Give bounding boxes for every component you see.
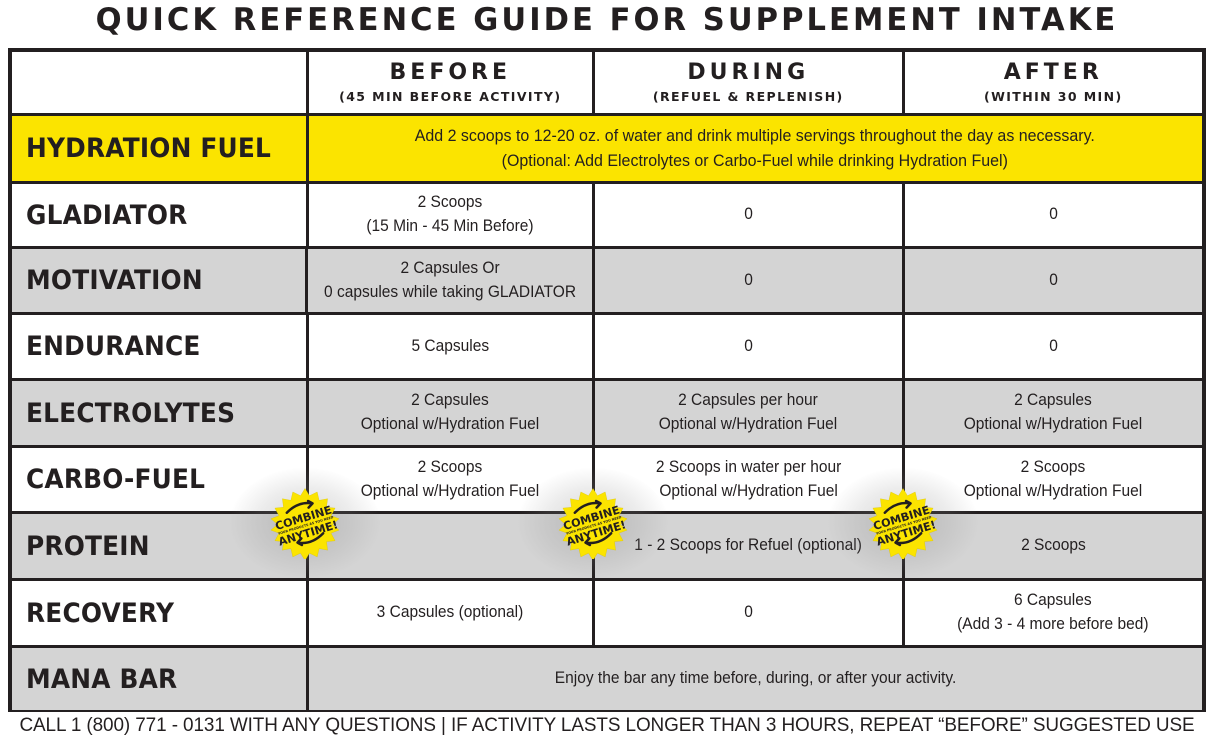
combine-anytime-badge[interactable]: COMBINE YOUR PRODUCTS AS YOU NEED ANYTIM… [867, 487, 939, 559]
header-before-label: BEFORE [389, 60, 512, 86]
header-during-sublabel: (REFUEL & REPLENISH) [652, 88, 844, 104]
cell-carbo-fuel-during: 2 Scoops in water per hour Optional w/Hy… [595, 448, 905, 511]
header-cell-before: BEFORE (45 MIN BEFORE ACTIVITY) [309, 52, 596, 113]
cell-gladiator-during: 0 [595, 184, 905, 246]
header-after-sublabel: (WITHIN 30 MIN) [983, 88, 1123, 104]
header-after-label: AFTER [1003, 60, 1103, 86]
cell-electrolytes-after: 2 Capsules Optional w/Hydration Fuel [964, 391, 1143, 433]
row-label-hydration-fuel: HYDRATION FUEL [12, 116, 309, 181]
cell-protein-during: 1 - 2 Scoops for Refuel (optional) [595, 514, 905, 578]
starburst-icon: COMBINE YOUR PRODUCTS AS YOU NEED ANYTIM… [558, 488, 628, 559]
table-row: ELECTROLYTES 2 Capsules Optional w/Hydra… [12, 381, 1202, 448]
row-note-hydration-fuel: Add 2 scoops to 12-20 oz. of water and d… [415, 125, 1096, 170]
row-label-electrolytes: ELECTROLYTES [12, 381, 309, 445]
combine-anytime-badge[interactable]: COMBINE YOUR PRODUCTS AS YOU NEED ANYTIM… [557, 487, 629, 559]
table-row: MOTIVATION 2 Capsules Or 0 capsules whil… [12, 249, 1202, 315]
row-note-mana-bar: Enjoy the bar any time before, during, o… [554, 669, 956, 688]
header-cell-during: DURING (REFUEL & REPLENISH) [595, 52, 905, 113]
row-label-gladiator: GLADIATOR [12, 184, 309, 246]
table-row: GLADIATOR 2 Scoops (15 Min - 45 Min Befo… [12, 184, 1202, 249]
combine-anytime-badge[interactable]: COMBINE YOUR PRODUCTS AS YOU NEED ANYTIM… [269, 487, 341, 559]
header-cell-blank [12, 52, 309, 113]
cell-endurance-after: 0 [1048, 336, 1058, 355]
row-label-motivation: MOTIVATION [12, 249, 309, 312]
cell-endurance-during: 0 [595, 315, 905, 378]
starburst-icon: COMBINE YOUR PRODUCTS AS YOU NEED ANYTIM… [868, 488, 938, 559]
footer-note: CALL 1 (800) 771 - 0131 WITH ANY QUESTIO… [19, 714, 1195, 736]
row-label-recovery: RECOVERY [12, 581, 309, 645]
cell-recovery-during: 0 [595, 581, 905, 645]
table-header-row: BEFORE (45 MIN BEFORE ACTIVITY) DURING (… [12, 52, 1202, 116]
table-row: RECOVERY 3 Capsules (optional) 0 6 Capsu… [12, 581, 1202, 648]
page-title: QUICK REFERENCE GUIDE FOR SUPPLEMENT INT… [95, 2, 1119, 38]
header-during-label: DURING [687, 60, 810, 86]
cell-motivation-after: 0 [1049, 270, 1058, 289]
cell-motivation-before: 2 Capsules Or 0 capsules while taking GL… [308, 249, 596, 312]
cell-motivation-during: 0 [595, 249, 905, 312]
cell-protein-before [309, 514, 596, 578]
table-row: HYDRATION FUEL Add 2 scoops to 12-20 oz.… [12, 116, 1202, 184]
cell-protein-after: 2 Scoops [1020, 536, 1086, 555]
row-label-endurance: ENDURANCE [12, 315, 309, 378]
cell-recovery-after: 6 Capsules (Add 3 - 4 more before bed) [957, 591, 1149, 633]
cell-endurance-before: 5 Capsules [309, 315, 596, 378]
cell-electrolytes-before: 2 Capsules Optional w/Hydration Fuel [309, 381, 596, 445]
cell-carbo-fuel-before: 2 Scoops Optional w/Hydration Fuel [309, 448, 596, 511]
header-before-sublabel: (45 MIN BEFORE ACTIVITY) [339, 88, 562, 104]
cell-gladiator-after: 0 [1048, 205, 1058, 224]
cell-carbo-fuel-after: 2 Scoops Optional w/Hydration Fuel [964, 457, 1143, 500]
table-row: MANA BAR Enjoy the bar any time before, … [12, 648, 1202, 710]
row-label-carbo-fuel: CARBO-FUEL [12, 448, 309, 511]
cell-recovery-before: 3 Capsules (optional) [309, 581, 596, 645]
cell-gladiator-before: 2 Scoops (15 Min - 45 Min Before) [309, 184, 596, 246]
row-label-protein: PROTEIN [12, 514, 309, 578]
table-row: ENDURANCE 5 Capsules 0 0 [12, 315, 1202, 381]
row-label-mana-bar: MANA BAR [12, 648, 309, 710]
supplement-intake-table: BEFORE (45 MIN BEFORE ACTIVITY) DURING (… [8, 48, 1206, 712]
cell-electrolytes-during: 2 Capsules per hour Optional w/Hydration… [595, 381, 905, 445]
header-cell-after: AFTER (WITHIN 30 MIN) [905, 52, 1203, 113]
starburst-icon: COMBINE YOUR PRODUCTS AS YOU NEED ANYTIM… [270, 488, 340, 559]
